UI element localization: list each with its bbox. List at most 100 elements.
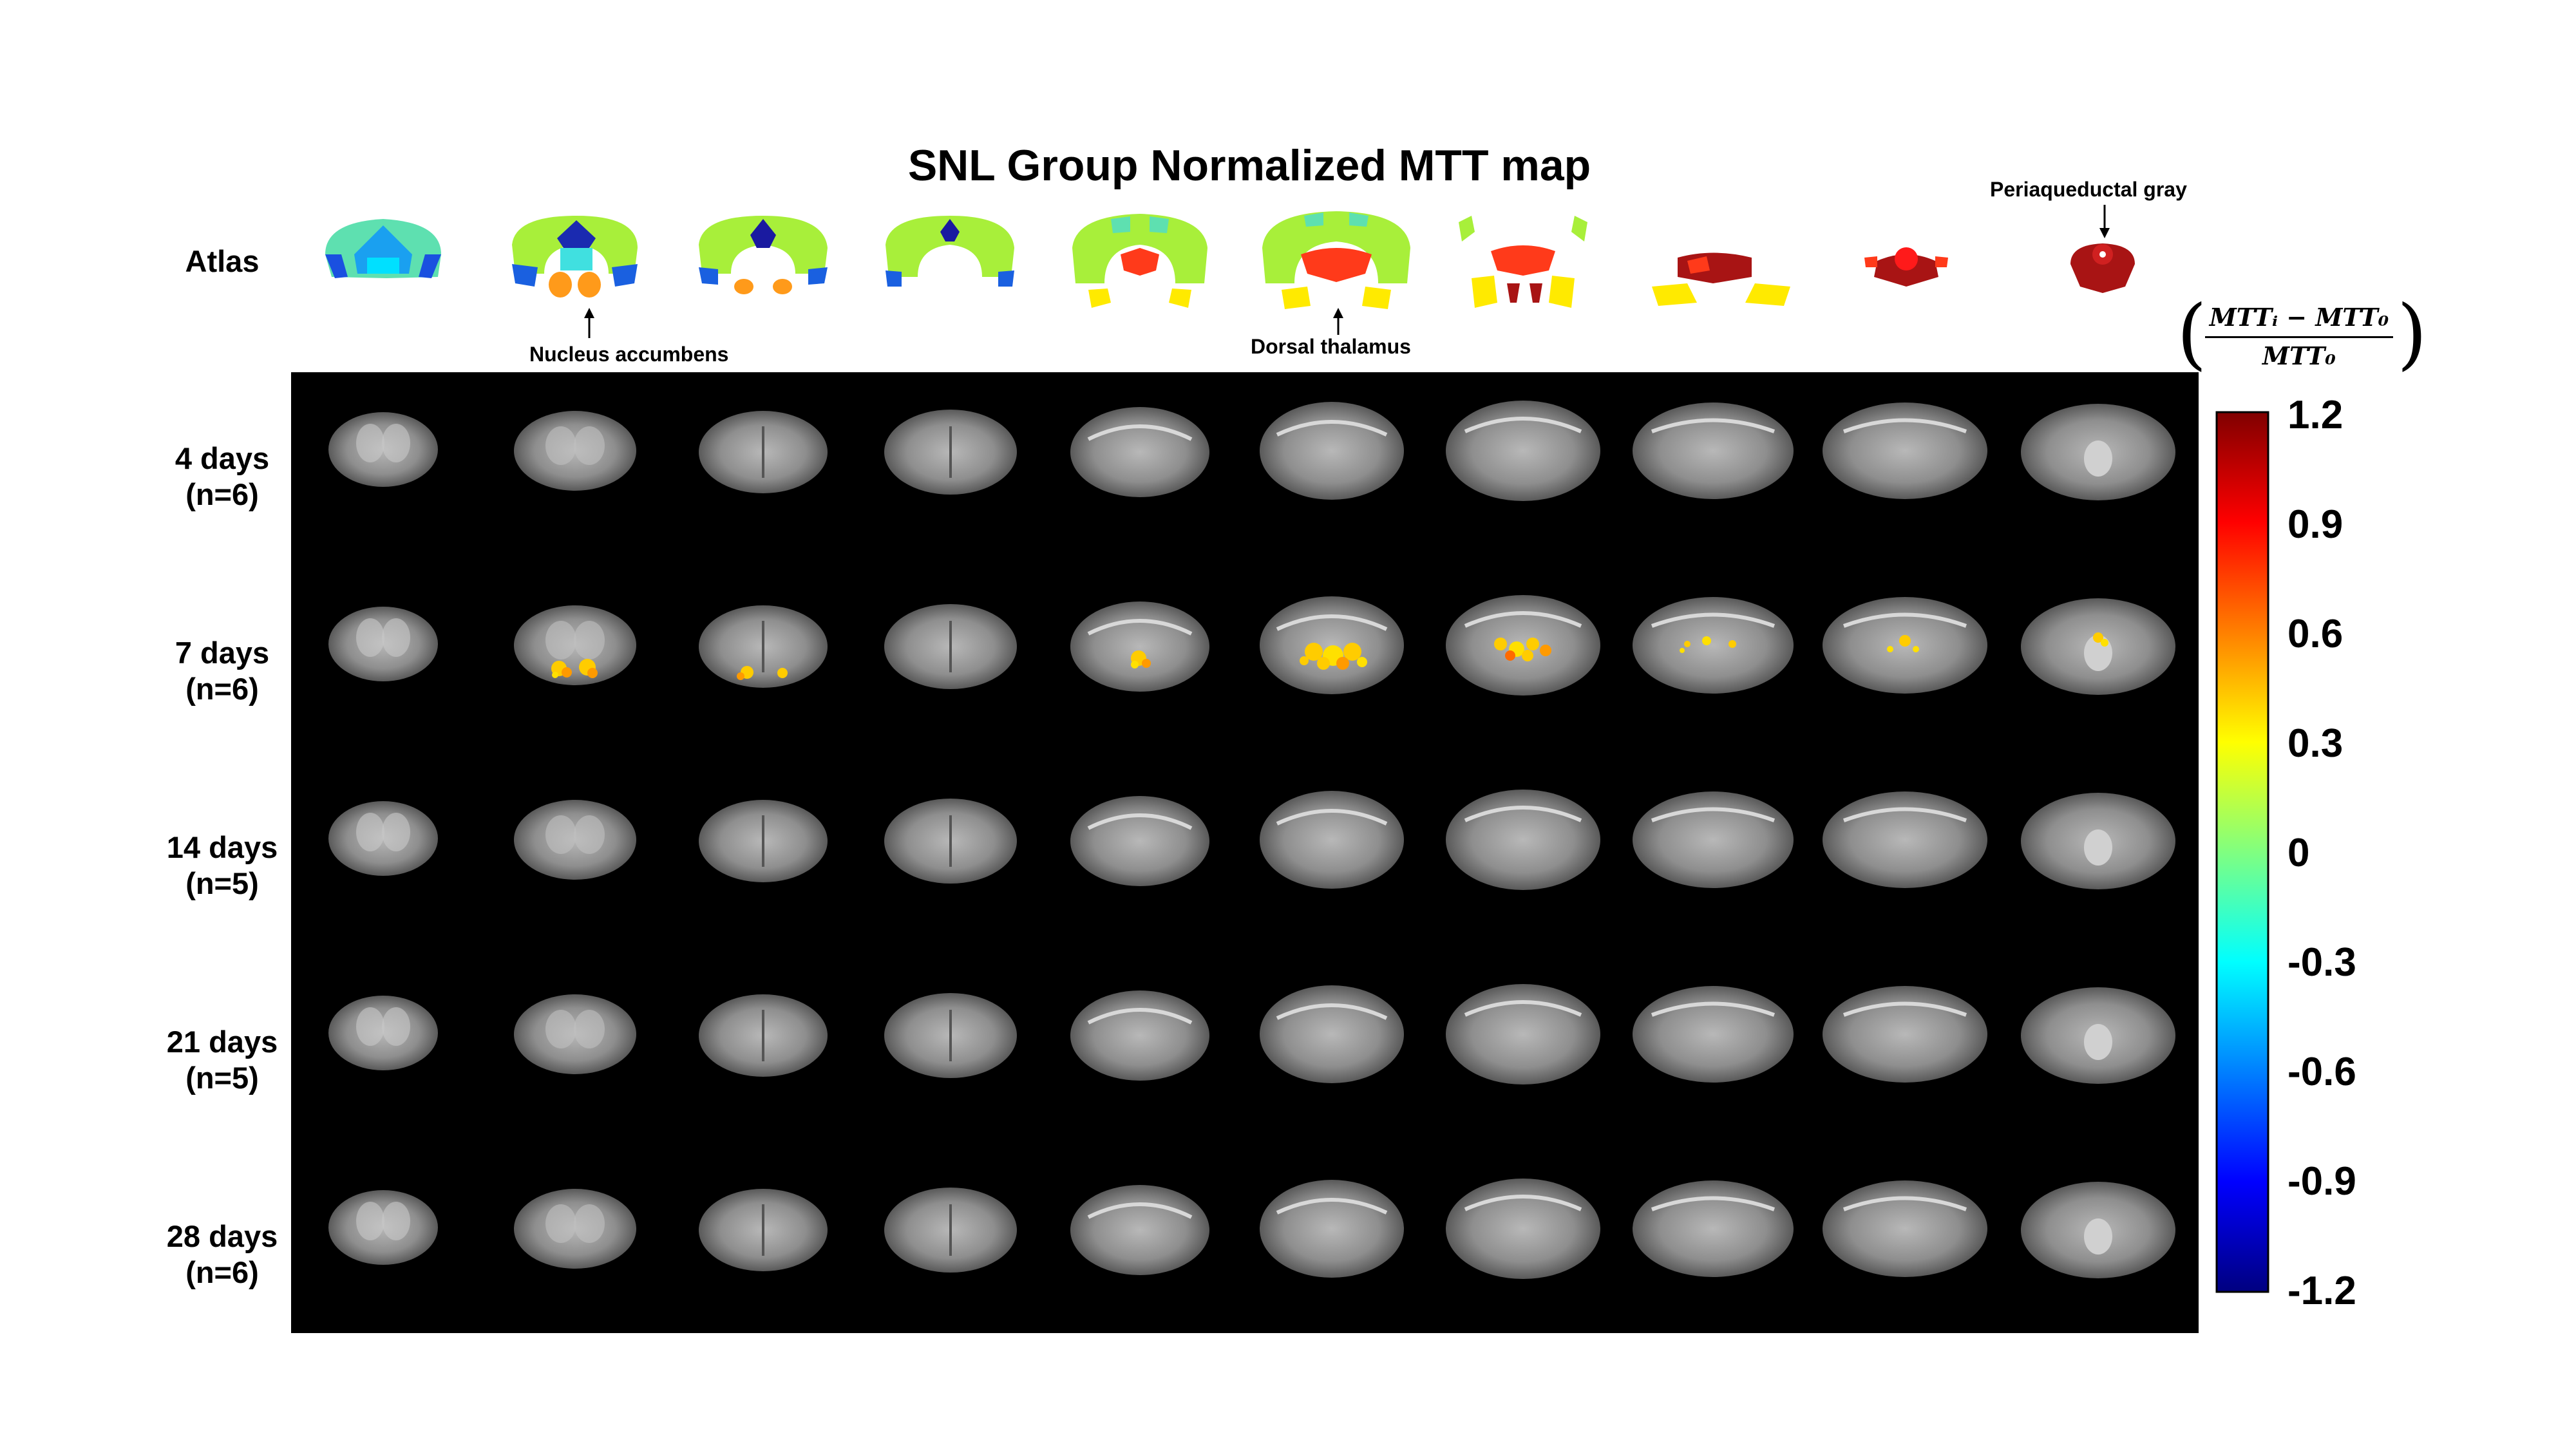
mri-slice [699,1189,828,1271]
row-label-n: (n=6) [185,1255,259,1289]
row-label-28-days: 28 days (n=6) [129,1218,316,1291]
activation-overlays-7-days [551,632,2108,680]
row-label-days: 28 days [166,1219,278,1253]
mri-slice [1070,407,1209,497]
atlas-slice-5 [1072,214,1208,308]
mri-slice [1260,985,1404,1083]
atlas-slice-1 [325,219,441,278]
mri-slice [1260,402,1404,500]
mri-slice [514,605,636,685]
annotation-arrows [584,205,2110,338]
mri-slice [1070,796,1209,886]
mri-slice [514,1189,636,1269]
figure-title: SNL Group Normalized MTT map [907,141,1591,190]
row-label-4-days: 4 days (n=6) [129,440,316,513]
row-label-n: (n=5) [185,1061,259,1095]
colorbar-tick: 0.9 [2287,502,2344,547]
row-label-days: 4 days [175,441,270,475]
formula-numerator: MTTᵢ − MTT₀ [2209,303,2389,332]
row-label-days: 7 days [175,636,270,670]
mri-slice [1633,402,1794,499]
mri-row-2 [328,595,2175,696]
mri-slice [514,800,636,880]
activation-slice-8 [1680,636,1736,653]
mri-slice [328,1190,438,1265]
mri-slice [1823,791,1987,888]
mri-row-3 [328,790,2175,890]
mri-slice [1633,791,1794,888]
colorbar-tick: 0 [2287,831,2310,875]
mri-slice-grid [328,401,2175,1279]
mri-slice [1260,1180,1404,1278]
mri-slice [1446,401,1600,501]
mri-row-4 [328,984,2175,1084]
colorbar-tick: 0.6 [2287,612,2344,656]
right-paren: ) [2397,289,2427,379]
row-label-n: (n=6) [185,672,259,706]
colorbar-tick: -0.3 [2287,940,2356,985]
row-label-21-days: 21 days (n=5) [129,1024,316,1096]
row-label-7-days: 7 days (n=6) [129,635,316,707]
mri-slice [699,411,828,493]
mri-slice [884,799,1017,884]
atlas-slice-10 [2070,243,2135,293]
mri-slice [514,994,636,1074]
mri-slice [1823,1180,1987,1277]
mri-slice [1823,986,1987,1083]
mri-slice [328,801,438,876]
colorbar-tick: 1.2 [2287,393,2344,437]
activation-slice-10 [2093,632,2108,647]
mri-slice [2021,987,2175,1084]
activation-slice-6 [1300,643,1367,670]
colorbar-tick: 0.3 [2287,721,2344,766]
mri-slice [1446,984,1600,1084]
row-label-n: (n=6) [185,477,259,511]
left-paren: ( [2177,289,2207,379]
mri-slice [1633,597,1794,694]
row-label-days: 21 days [166,1025,278,1059]
activation-slice-5 [1131,650,1151,668]
mri-slice [1446,1179,1600,1279]
row-label-atlas: Atlas [185,244,260,278]
mri-slice [1260,596,1404,694]
mri-row-5 [328,1179,2175,1279]
row-label-14-days: 14 days (n=5) [129,829,316,902]
atlas-slice-7 [1459,216,1587,308]
atlas-slice-2 [512,216,638,298]
row-label-days: 14 days [166,830,278,864]
colorbar-tick: -1.2 [2287,1269,2356,1313]
mri-slice [1633,1180,1794,1277]
activation-slice-9 [1887,635,1919,652]
mri-slice [1070,1185,1209,1275]
mri-slice [328,607,438,681]
mri-slice [699,605,828,688]
mri-slice [1070,990,1209,1081]
mri-slice [328,996,438,1070]
activation-slice-3 [737,666,788,680]
atlas-slice-4 [886,216,1014,287]
formula-denominator: MTT₀ [2262,341,2336,370]
annotation-dorsal-thalamus: Dorsal thalamus [1251,335,1411,358]
mri-slice [884,993,1017,1078]
annotation-nucleus-accumbens: Nucleus accumbens [529,343,729,366]
mri-slice [884,604,1017,689]
atlas-slice-6 [1262,211,1410,309]
atlas-row [325,211,2135,309]
atlas-slice-3 [699,216,828,294]
colorbar [2215,411,2269,1293]
mri-slice [1446,790,1600,890]
mri-slice [1070,601,1209,692]
formula-fraction-bar [2205,336,2393,338]
annotation-periaqueductal-gray: Periaqueductal gray [1990,178,2187,201]
mri-slice [328,412,438,487]
colorbar-tick: -0.9 [2287,1159,2356,1204]
mri-slice [2021,793,2175,889]
mri-slice [2021,404,2175,500]
mri-slice [1823,402,1987,499]
activation-slice-2 [551,659,598,678]
mri-slice [884,410,1017,495]
mri-slice [514,411,636,491]
mri-slice [884,1188,1017,1273]
mri-slice [1633,986,1794,1083]
